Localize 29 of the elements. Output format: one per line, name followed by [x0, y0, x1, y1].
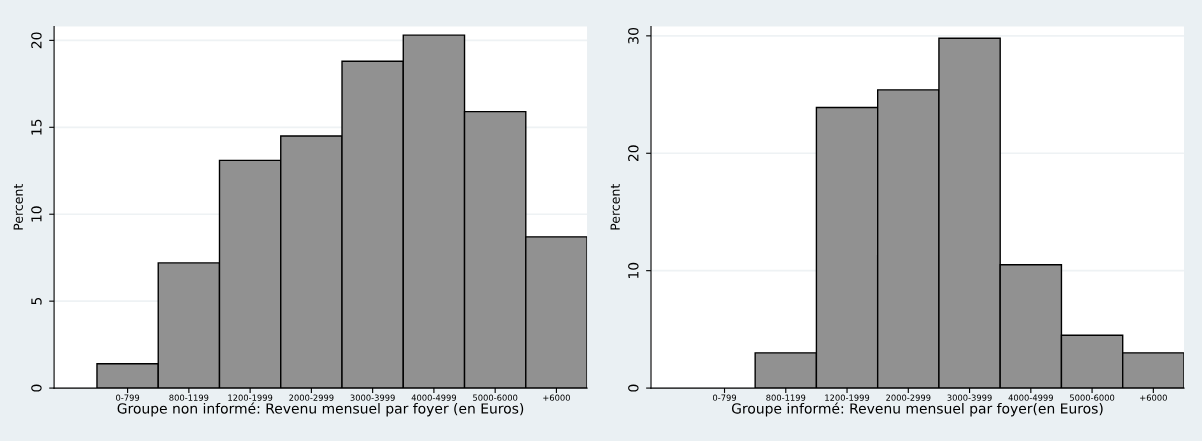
x-tick-label: 0-799	[712, 394, 737, 401]
x-tick-label: 1200-1999	[825, 394, 870, 401]
y-tick-label: 15	[31, 119, 42, 135]
y-tick-label: 20	[628, 145, 639, 162]
x-tick-label: +6000	[543, 394, 570, 401]
y-tick-label: 0	[31, 384, 42, 392]
x-tick-label: 5000-6000	[1070, 394, 1115, 401]
x-tick-label: 0-799	[116, 394, 140, 401]
x-tick-label: +6000	[1140, 394, 1167, 401]
x-tick-label: 2000-2999	[886, 394, 931, 401]
y-axis-title: Percent	[13, 184, 23, 230]
y-tick-label: 0	[628, 384, 639, 392]
x-tick-label: 2000-2999	[289, 394, 334, 401]
x-axis-title: Groupe non informé: Revenu mensuel par foyer (en Euros)	[117, 402, 524, 417]
x-tick-label: 1200-1999	[228, 394, 273, 401]
y-axis-title: Percent	[610, 184, 620, 230]
y-tick-label: 30	[628, 27, 639, 44]
x-tick-label: 3000-3999	[350, 394, 395, 401]
x-tick-label: 800-1199	[169, 394, 209, 401]
y-tick-label: 5	[31, 297, 42, 305]
x-tick-label: 800-1199	[766, 394, 806, 401]
x-axis-title: Groupe informé: Revenu mensuel par foyer(en Euros)	[731, 402, 1103, 417]
x-tick-label: 4000-4999	[411, 394, 457, 401]
x-tick-label: 5000-6000	[473, 394, 518, 401]
y-tick-label: 10	[628, 262, 639, 278]
y-tick-label: 20	[31, 32, 42, 49]
x-tick-label: 4000-4999	[1008, 394, 1053, 401]
y-tick-label: 10	[31, 206, 42, 222]
x-tick-label: 3000-3999	[947, 394, 992, 401]
